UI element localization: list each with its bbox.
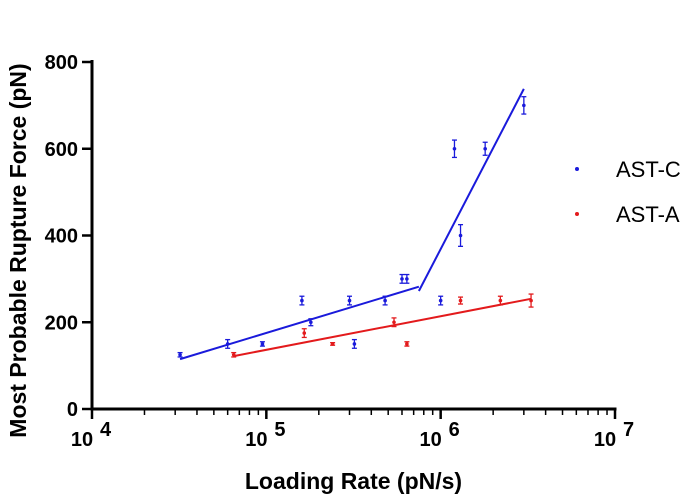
legend-item-ast-a: AST-A xyxy=(575,202,680,227)
ast-c-data-point xyxy=(351,338,357,349)
x-tick-label-exponent: 4 xyxy=(100,419,112,441)
ast-c-data-point xyxy=(458,224,464,247)
ast-a-marker xyxy=(392,320,396,325)
y-tick-label: 200 xyxy=(45,312,78,334)
ast-c-marker xyxy=(405,277,409,281)
x-tick-label: 10 xyxy=(245,429,267,451)
ast-c-data-point xyxy=(438,295,444,306)
ast-a-marker xyxy=(458,298,463,303)
x-tick-label-exponent: 5 xyxy=(274,419,285,441)
ast-c-marker xyxy=(483,146,487,151)
ast-c-marker xyxy=(260,342,265,346)
ast-c-marker xyxy=(178,352,182,357)
ast-a-marker xyxy=(302,331,307,335)
x-tick-label-exponent: 6 xyxy=(449,419,460,441)
ast-c-data-point xyxy=(225,338,231,349)
legend-label-ast-c: AST-C xyxy=(616,157,681,182)
ast-c-data-point xyxy=(399,273,405,284)
ast-c-marker xyxy=(347,298,352,303)
ast-a-data-point xyxy=(528,293,534,308)
ast-c-data-point xyxy=(451,139,457,159)
y-axis-title: Most Probable Rupture Force (pN) xyxy=(5,63,31,437)
ast-a-data-point xyxy=(497,295,503,306)
ast-a-data-point xyxy=(404,341,410,347)
ast-a-data-point xyxy=(458,296,464,305)
ast-c-data-point xyxy=(177,351,183,358)
ast-c-data-point xyxy=(482,141,488,156)
ast-c-data-point xyxy=(521,96,527,115)
ast-c-marker xyxy=(522,103,526,108)
x-tick-label: 10 xyxy=(71,429,93,451)
ast-c-marker xyxy=(400,277,404,281)
x-tick-label: 10 xyxy=(594,429,616,451)
legend-marker-ast-a xyxy=(575,212,579,216)
ast-a-marker xyxy=(330,342,335,346)
ast-c-data-point xyxy=(382,295,388,306)
ast-a-data-point xyxy=(231,351,237,358)
ast-c-marker xyxy=(383,298,387,303)
ast-c-data-point xyxy=(404,273,410,284)
ast-a-data-point xyxy=(391,317,397,328)
ast-c-fit-line xyxy=(417,88,525,292)
ast-c-data-point xyxy=(299,295,305,306)
ast-c-data-point xyxy=(259,341,265,347)
ast-c-data-point xyxy=(347,295,353,306)
ast-a-marker xyxy=(498,298,503,303)
legend-label-ast-a: AST-A xyxy=(616,202,680,227)
x-tick-label: 10 xyxy=(420,429,442,451)
ast-a-data-point xyxy=(330,341,336,346)
x-axis-title: Loading Rate (pN/s) xyxy=(245,468,462,494)
ast-a-data-point xyxy=(301,328,307,339)
ast-c-fit-line xyxy=(179,285,420,361)
legend-marker-ast-c xyxy=(575,167,579,171)
ast-c-marker xyxy=(352,342,357,346)
ast-a-marker xyxy=(529,298,533,303)
x-tick-label-exponent: 7 xyxy=(623,419,634,441)
ast-c-marker xyxy=(309,320,313,325)
ast-c-marker xyxy=(458,233,463,238)
y-tick-label: 0 xyxy=(67,399,78,421)
ast-a-marker xyxy=(231,352,236,357)
y-tick-label: 800 xyxy=(45,52,78,74)
ast-c-marker xyxy=(225,342,230,346)
y-tick-label: 400 xyxy=(45,226,78,248)
ast-c-marker xyxy=(438,298,443,303)
ast-c-marker xyxy=(452,146,457,151)
ast-a-fit-line xyxy=(233,297,532,358)
legend-item-ast-c: AST-C xyxy=(575,157,681,182)
ast-c-data-point xyxy=(308,318,314,327)
ast-c-marker xyxy=(300,298,304,303)
ast-a-marker xyxy=(405,342,409,346)
y-tick-label: 600 xyxy=(45,139,78,161)
